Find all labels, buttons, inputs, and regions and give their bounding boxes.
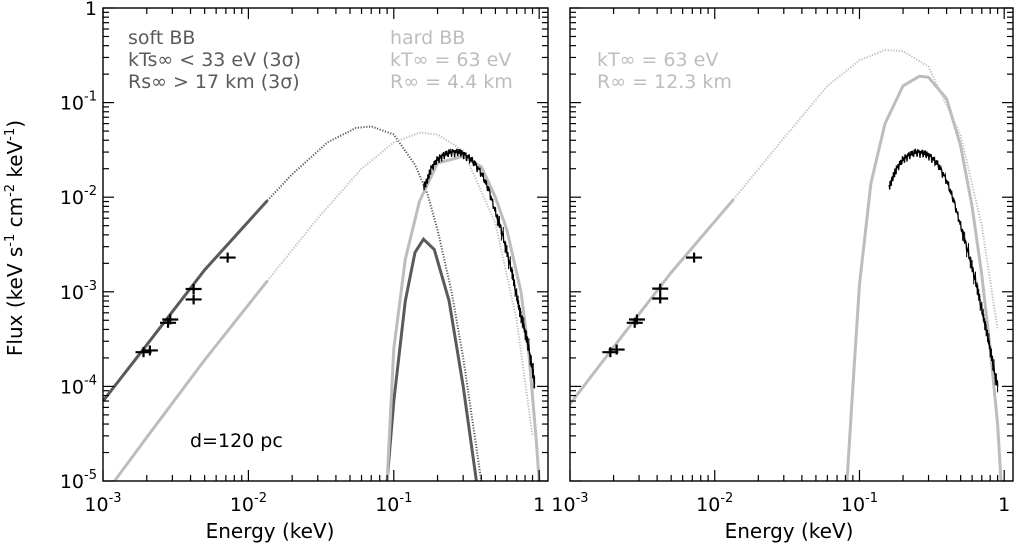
x-tick-label: 10-3 bbox=[551, 491, 588, 516]
soft-bb-title: soft BB bbox=[128, 27, 195, 49]
x-tick-exponent: -1 bbox=[865, 491, 878, 506]
optical-data-point bbox=[652, 283, 669, 294]
y-tick-exponent: -5 bbox=[84, 468, 97, 483]
y-axis-title-part: keV bbox=[3, 140, 27, 184]
axis-labels: Energy (keV) Energy (keV) Flux (keV s-1 … bbox=[3, 120, 853, 543]
x-tick-base: 10 bbox=[551, 494, 575, 516]
x-tick-exponent: -1 bbox=[399, 491, 412, 506]
series-light-solid-2 bbox=[845, 74, 1003, 481]
x-tick-exponent: -2 bbox=[720, 491, 733, 506]
optical-data-point bbox=[185, 284, 202, 295]
y-tick-exponent: -2 bbox=[84, 184, 97, 199]
right-temperature: kT∞ = 63 eV bbox=[597, 49, 718, 71]
x-tick-exponent: -3 bbox=[576, 491, 589, 506]
y-tick-base: 10 bbox=[60, 187, 84, 209]
x-tick-base: 10 bbox=[696, 494, 720, 516]
plot-area bbox=[570, 48, 1003, 481]
series-dark-solid-2 bbox=[385, 236, 478, 481]
x-tick-label: 1 bbox=[533, 494, 545, 516]
y-tick-label: 10-1 bbox=[60, 90, 97, 115]
series-light-dotted-1 bbox=[732, 48, 999, 330]
y-axis-title-part: ) bbox=[3, 120, 27, 128]
x-tick-base: 1 bbox=[533, 494, 545, 516]
optical-data-point bbox=[219, 252, 236, 263]
y-axis-title-part: -1 bbox=[3, 234, 18, 247]
right-panel: 10-3 10-2 10-1 1 bbox=[551, 7, 1014, 516]
y-axis-title-part: cm bbox=[3, 197, 27, 234]
y-tick-base: 10 bbox=[60, 93, 84, 115]
x-tick-label: 10-2 bbox=[230, 491, 267, 516]
y-axis-title-part: -1 bbox=[3, 128, 18, 141]
left-panel: 10-3 10-2 10-1 110-510-410-310-210-11 bbox=[60, 0, 549, 516]
x-tick-base: 10 bbox=[84, 494, 108, 516]
y-tick-base: 10 bbox=[60, 471, 84, 493]
x-tick-label: 10-1 bbox=[375, 491, 412, 516]
x-tick-exponent: -2 bbox=[254, 491, 267, 506]
x-tick-base: 10 bbox=[841, 494, 865, 516]
y-axis-title-part: -2 bbox=[3, 184, 18, 197]
series-light-solid-5 bbox=[385, 154, 541, 481]
y-axis-title-part: Flux (keV s bbox=[3, 247, 27, 356]
optical-data-point bbox=[652, 293, 669, 304]
x-tick-base: 10 bbox=[375, 494, 399, 516]
plot-frame bbox=[102, 7, 549, 482]
plot-frame bbox=[569, 7, 1014, 482]
y-tick-exponent: -4 bbox=[84, 373, 97, 388]
y-tick-label: 10-4 bbox=[60, 373, 97, 398]
series-dark-solid-0 bbox=[103, 199, 269, 403]
y-tick-base: 10 bbox=[60, 376, 84, 398]
hard-bb-title: hard BB bbox=[390, 27, 465, 49]
x-tick-label: 10-2 bbox=[696, 491, 733, 516]
x-tick-label: 10-3 bbox=[84, 491, 121, 516]
plot-area bbox=[103, 125, 541, 481]
soft-bb-temperature: kTs∞ < 33 eV (3σ) bbox=[128, 49, 301, 71]
y-tick-label: 1 bbox=[85, 0, 97, 20]
x-tick-exponent: -3 bbox=[109, 491, 122, 506]
y-axis-title: Flux (keV s-1 cm-2 keV-1) bbox=[3, 120, 27, 356]
x-tick-label: 1 bbox=[998, 494, 1010, 516]
distance-label: d=120 pc bbox=[190, 430, 283, 452]
left-annotations: soft BB kTs∞ < 33 eV (3σ) Rs∞ > 17 km (3… bbox=[128, 27, 513, 452]
y-tick-base: 10 bbox=[60, 282, 84, 304]
y-tick-exponent: -3 bbox=[84, 279, 97, 294]
y-tick-label: 10-2 bbox=[60, 184, 97, 209]
x-tick-base: 10 bbox=[230, 494, 254, 516]
right-annotations: kT∞ = 63 eV R∞ = 12.3 km bbox=[597, 49, 732, 93]
x-axis-title-left: Energy (keV) bbox=[206, 519, 335, 543]
optical-data-point bbox=[628, 314, 645, 325]
x-axis-title-right: Energy (keV) bbox=[725, 519, 854, 543]
optical-data-point bbox=[162, 314, 179, 325]
optical-data-point bbox=[608, 344, 625, 355]
hard-bb-temperature: kT∞ = 63 eV bbox=[390, 49, 511, 71]
y-tick-exponent: -1 bbox=[84, 90, 97, 105]
x-tick-base: 1 bbox=[998, 494, 1010, 516]
optical-data-point bbox=[141, 345, 158, 356]
series-light-solid-0 bbox=[570, 198, 735, 406]
right-radius: R∞ = 12.3 km bbox=[597, 71, 732, 93]
series-light-solid-3 bbox=[113, 280, 269, 481]
series-black-noisy-3 bbox=[888, 147, 999, 387]
optical-data-point bbox=[185, 294, 202, 305]
y-tick-label: 10-5 bbox=[60, 468, 97, 493]
optical-data-point bbox=[686, 252, 703, 263]
hard-bb-radius: R∞ = 4.4 km bbox=[390, 71, 513, 93]
y-tick-label: 10-3 bbox=[60, 279, 97, 304]
soft-bb-radius: Rs∞ > 17 km (3σ) bbox=[128, 71, 300, 93]
series-light-dotted-4 bbox=[266, 131, 534, 437]
x-tick-label: 10-1 bbox=[841, 491, 878, 516]
